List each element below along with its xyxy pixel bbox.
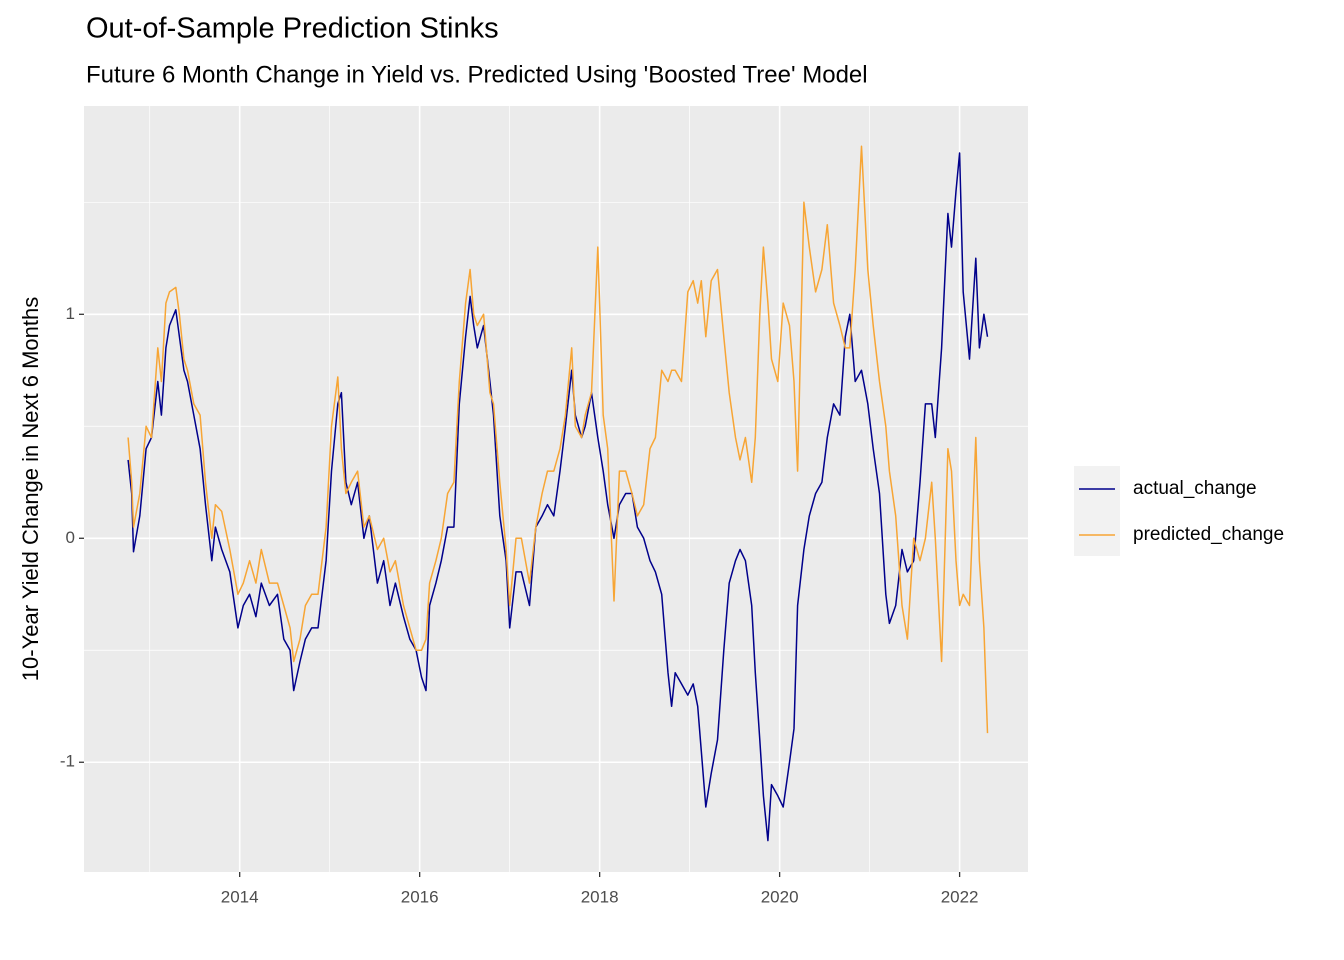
y-tick-label: 1 [66, 304, 75, 323]
legend: actual_change predicted_change [1074, 466, 1284, 556]
legend-label: predicted_change [1133, 524, 1284, 545]
y-axis-title: 10-Year Yield Change in Next 6 Months [18, 297, 43, 681]
chart-title: Out-of-Sample Prediction Stinks [86, 13, 499, 45]
x-tick-label: 2014 [221, 887, 259, 906]
legend-keys [1074, 466, 1120, 556]
legend-label: actual_change [1133, 478, 1257, 499]
series-line [127, 152, 989, 842]
plot-panel [84, 106, 1028, 872]
y-tick-label: -1 [60, 752, 75, 771]
x-tick-label: 2016 [401, 887, 439, 906]
series-line [127, 145, 989, 734]
lines [127, 145, 989, 842]
chart-subtitle: Future 6 Month Change in Yield vs. Predi… [86, 61, 868, 88]
x-tick-label: 2018 [581, 887, 619, 906]
grid [84, 106, 1028, 872]
x-tick-label: 2022 [941, 887, 979, 906]
axes: 2014 2016 2018 2020 2022 -1 0 1 [60, 304, 979, 907]
x-tick-label: 2020 [761, 887, 799, 906]
y-tick-label: 0 [66, 528, 75, 547]
